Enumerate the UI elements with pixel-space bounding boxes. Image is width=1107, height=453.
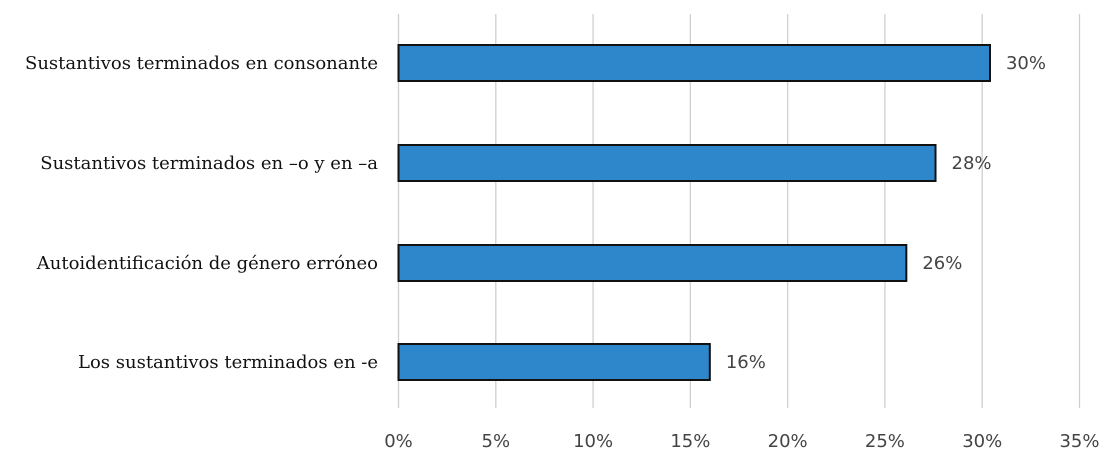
category-labels: Sustantivos terminados en consonante Sust… <box>25 53 378 373</box>
bar-3 <box>397 343 711 381</box>
bars <box>397 44 991 381</box>
category-label-3: Los sustantivos terminados en -e <box>78 352 378 373</box>
x-tick-label-10: 10% <box>573 431 613 452</box>
x-tick-label-30: 30% <box>962 431 1002 452</box>
x-tick-label-5: 5% <box>482 431 511 452</box>
data-label-2: 26% <box>922 253 962 274</box>
data-label-1: 28% <box>952 153 992 174</box>
x-tick-label-35: 35% <box>1059 431 1099 452</box>
category-label-1: Sustantivos terminados en –o y en –a <box>40 153 378 174</box>
bar-2 <box>397 244 908 282</box>
data-labels: 30% 28% 26% 16% <box>726 53 1046 373</box>
data-label-3: 16% <box>726 352 766 373</box>
x-tick-label-20: 20% <box>768 431 808 452</box>
bar-1 <box>397 144 937 182</box>
x-tick-label-15: 15% <box>670 431 710 452</box>
x-axis-tick-labels: 0% 5% 10% 15% 20% 25% 30% 35% <box>384 431 1099 452</box>
data-label-0: 30% <box>1006 53 1046 74</box>
category-label-0: Sustantivos terminados en consonante <box>25 53 378 74</box>
x-tick-label-25: 25% <box>865 431 905 452</box>
category-label-2: Autoidentificación de género erróneo <box>36 253 378 274</box>
bar-0 <box>397 44 991 82</box>
x-tick-label-0: 0% <box>384 431 413 452</box>
